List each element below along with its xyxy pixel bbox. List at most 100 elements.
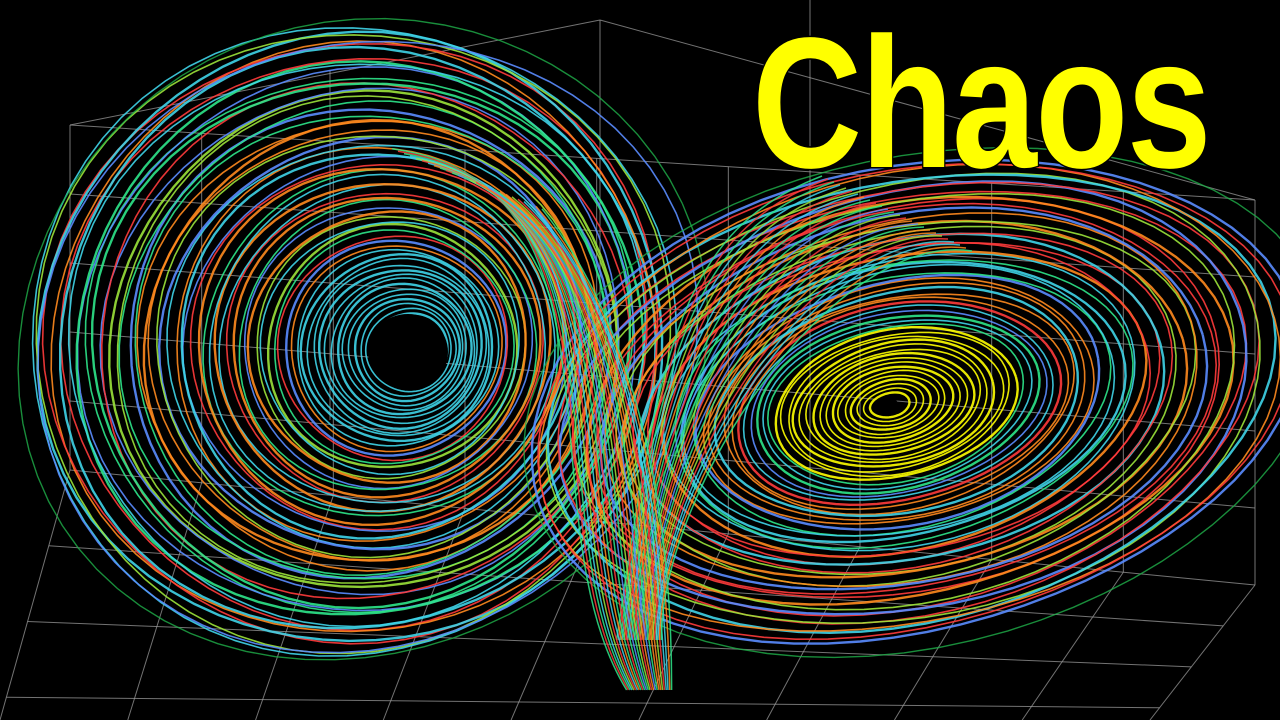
trajectory-loop xyxy=(774,326,1019,481)
trajectory-loop xyxy=(742,304,1054,501)
trajectory-loop xyxy=(537,163,1280,641)
trajectory-loop xyxy=(523,146,1280,659)
trajectory-loop xyxy=(805,348,982,461)
trajectory-loop xyxy=(134,115,607,577)
trajectory-loop xyxy=(779,331,1010,478)
grid-line xyxy=(69,19,601,126)
left-fixed-point xyxy=(368,314,448,390)
video-title: Chaos xyxy=(751,0,1213,207)
trajectory-loop xyxy=(290,245,503,453)
trajectory-loop xyxy=(737,300,1063,507)
trajectory-loop xyxy=(499,191,931,691)
trajectory-loop xyxy=(306,257,490,437)
attractor-trajectories xyxy=(17,17,1280,691)
trajectory-loop xyxy=(535,205,967,691)
trajectory-loop xyxy=(180,153,577,540)
trajectory-loop xyxy=(232,196,542,499)
trajectory-loop xyxy=(267,222,519,469)
trajectory-loop xyxy=(674,259,1134,550)
trajectory-loop xyxy=(136,120,599,572)
trajectory-loop xyxy=(67,63,647,628)
trajectory-loop xyxy=(208,173,556,513)
grid-line xyxy=(69,193,1256,278)
trajectory-loop xyxy=(707,282,1086,521)
trajectory-loop xyxy=(694,273,1101,531)
trajectory-loop xyxy=(60,57,648,632)
trajectory-loop xyxy=(189,163,566,531)
trajectory-loop xyxy=(481,184,913,691)
right-fixed-point xyxy=(874,397,898,411)
trajectory-loop xyxy=(632,232,1174,574)
trajectory-loop xyxy=(819,357,969,452)
trajectory-loop xyxy=(546,173,1277,635)
trajectory-loop xyxy=(756,314,1041,495)
trajectory-loop xyxy=(213,182,552,513)
trajectory-loop xyxy=(573,192,1236,611)
trajectory-loop xyxy=(317,269,483,431)
trajectory-loop xyxy=(545,172,1261,625)
grid-line xyxy=(894,559,993,720)
grid-line xyxy=(599,19,1256,201)
trajectory-loop xyxy=(791,338,996,468)
trajectory-loop xyxy=(836,369,946,439)
trajectory-loop xyxy=(330,277,476,419)
trajectory-loop xyxy=(619,219,1189,579)
trajectory-loop xyxy=(682,263,1116,537)
trajectory-loop xyxy=(530,158,1280,645)
trajectory-loop xyxy=(856,382,925,427)
trajectory-loop xyxy=(35,34,672,655)
trajectory-loop xyxy=(812,351,976,456)
trajectory-loop xyxy=(299,252,494,443)
trajectory-loop xyxy=(529,203,961,691)
trajectory-loop xyxy=(259,221,520,476)
grid-line xyxy=(69,262,1256,355)
grid-line xyxy=(0,469,71,720)
trajectory-loop xyxy=(511,196,943,691)
trajectory-loop xyxy=(750,309,1048,498)
trajectory-loop xyxy=(246,210,527,484)
trajectory-loop xyxy=(541,208,973,691)
trajectory-loop xyxy=(798,343,988,464)
trajectory-loop xyxy=(364,307,452,393)
trajectory-loop xyxy=(273,229,515,465)
trajectory-loop xyxy=(341,288,467,411)
trajectory-loop xyxy=(41,43,659,645)
grid-line xyxy=(1149,584,1256,720)
trajectory-loop xyxy=(323,273,478,425)
trajectory-loop xyxy=(166,144,581,550)
trajectory-loop xyxy=(84,77,634,614)
trajectory-loop xyxy=(825,361,961,448)
trajectory-loop xyxy=(276,235,509,462)
trajectory-loop xyxy=(637,232,1166,566)
trajectory-loop xyxy=(731,296,1070,511)
grid-line xyxy=(1021,571,1124,720)
trajectory-loop xyxy=(849,377,932,431)
trajectory-loop xyxy=(336,282,473,416)
trajectory-loop xyxy=(723,293,1076,516)
trajectory-loop xyxy=(147,129,591,562)
trajectory-loop xyxy=(762,319,1033,491)
trajectory-loop xyxy=(313,264,488,435)
grid-line xyxy=(382,508,466,720)
grid-line xyxy=(6,696,1160,709)
trajectory-loop xyxy=(788,335,1005,473)
trajectory-loop xyxy=(353,297,461,403)
trajectory-loop xyxy=(766,322,1025,486)
trajectory-loop xyxy=(862,387,918,423)
trajectory-loop xyxy=(603,212,1198,588)
trajectory-loop xyxy=(256,216,527,480)
trajectory-loop xyxy=(585,195,1235,606)
trajectory-loop xyxy=(284,239,508,457)
trajectory-loop xyxy=(557,181,1260,625)
trajectory-loop xyxy=(225,192,544,504)
trajectory-loop xyxy=(595,202,1218,595)
trajectory-loop xyxy=(297,248,500,447)
trajectory-loop xyxy=(197,167,565,527)
trajectory-loop xyxy=(243,207,534,490)
trajectory-loop xyxy=(347,293,464,407)
trajectory-loop xyxy=(831,365,955,444)
trajectory-loop xyxy=(844,374,940,436)
trajectory-loop xyxy=(868,391,911,419)
